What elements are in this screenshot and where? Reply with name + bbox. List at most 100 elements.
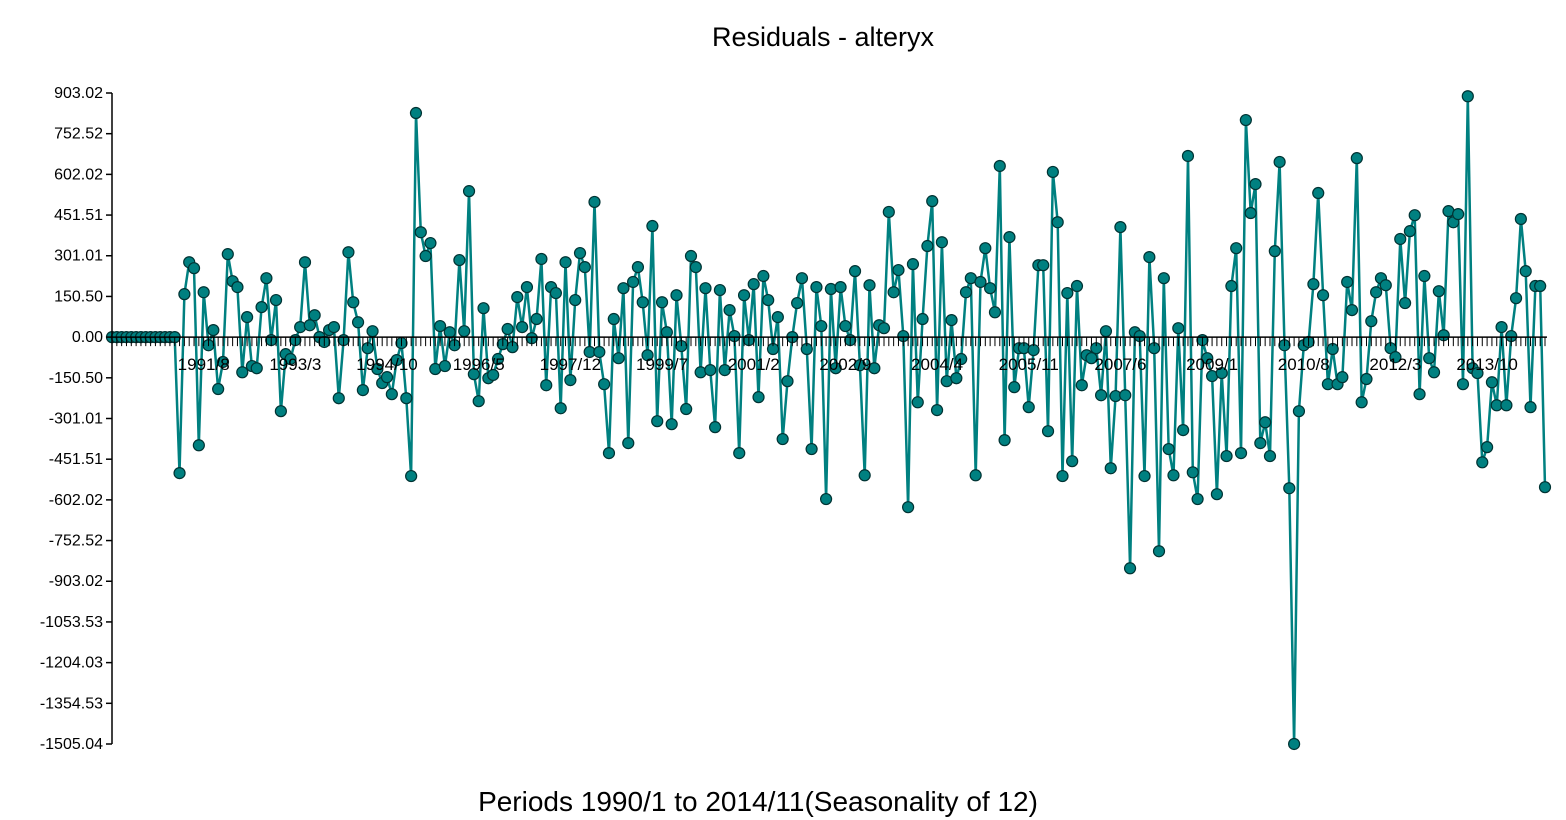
data-point — [646, 219, 659, 233]
data-point — [327, 321, 341, 334]
data-point — [1201, 352, 1214, 365]
data-point — [631, 261, 645, 274]
data-point — [863, 279, 876, 292]
data-point — [1075, 379, 1088, 392]
data-point — [1254, 436, 1267, 450]
x-tick-label: 2004/4 — [911, 355, 963, 374]
data-point — [815, 319, 828, 333]
data-point — [834, 281, 847, 294]
x-tick-label: 2013/10 — [1456, 355, 1517, 374]
y-tick-label: 602.02 — [54, 166, 103, 183]
data-point — [197, 286, 210, 299]
data-point — [516, 321, 529, 334]
data-point — [617, 282, 630, 295]
data-point — [1288, 737, 1301, 751]
x-tick-label: 2010/8 — [1278, 355, 1330, 374]
data-point — [776, 432, 789, 446]
data-point — [1056, 469, 1069, 483]
y-tick-label: 150.50 — [54, 288, 103, 305]
data-point — [655, 296, 669, 309]
data-point — [848, 265, 862, 278]
data-point — [709, 421, 722, 434]
data-point — [1360, 372, 1373, 386]
data-point — [670, 289, 683, 302]
data-point — [921, 239, 934, 253]
data-point — [1061, 286, 1074, 300]
data-point — [356, 384, 369, 397]
data-point — [945, 313, 958, 327]
data-point — [1500, 399, 1513, 412]
data-point — [1138, 469, 1151, 483]
data-point — [433, 319, 447, 333]
data-point — [501, 322, 514, 336]
data-point — [462, 185, 476, 198]
data-point — [1423, 352, 1436, 365]
data-point — [723, 303, 736, 317]
data-point — [930, 404, 944, 417]
x-tick-label: 1991/8 — [178, 355, 230, 374]
data-point — [535, 252, 548, 266]
data-point — [1341, 275, 1354, 289]
y-tick-label: -903.02 — [49, 573, 103, 590]
data-point — [795, 272, 809, 285]
data-point — [1519, 265, 1532, 278]
data-point — [1273, 155, 1286, 169]
data-point — [1476, 456, 1489, 469]
data-point — [1307, 278, 1320, 291]
data-point — [250, 362, 263, 375]
data-point — [853, 359, 866, 372]
data-point — [438, 359, 452, 373]
data-point — [385, 388, 398, 401]
data-point — [554, 402, 567, 415]
data-point — [969, 469, 982, 482]
data-point — [1398, 296, 1412, 310]
y-tick-label: 301.01 — [54, 248, 103, 265]
data-point — [868, 362, 881, 375]
data-point — [882, 205, 895, 219]
data-point — [636, 296, 649, 309]
data-point — [1350, 152, 1363, 165]
data-point — [1119, 389, 1132, 402]
x-tick-label: 1999/7 — [636, 355, 688, 374]
data-point — [1152, 545, 1166, 558]
data-point — [684, 249, 698, 263]
data-point — [1259, 416, 1272, 429]
data-point — [926, 195, 939, 208]
data-point — [824, 282, 838, 296]
data-point — [810, 281, 823, 294]
data-point — [1495, 321, 1508, 334]
data-point — [419, 249, 432, 263]
data-point — [1418, 269, 1431, 283]
data-point — [1099, 325, 1113, 338]
data-point — [1452, 208, 1465, 221]
chart-title: Residuals - alteryx — [712, 22, 935, 52]
data-point — [959, 286, 973, 299]
data-point — [829, 362, 842, 375]
data-point — [414, 226, 427, 239]
data-point — [294, 321, 307, 334]
data-point — [858, 469, 871, 482]
data-point — [298, 256, 312, 269]
y-tick-label: -150.50 — [49, 370, 103, 387]
data-point — [284, 352, 297, 366]
data-point — [819, 492, 833, 506]
data-point — [477, 302, 490, 315]
data-point — [602, 447, 616, 460]
data-point — [173, 467, 186, 480]
data-point — [1292, 405, 1306, 418]
y-tick-label: -1204.03 — [40, 655, 103, 672]
data-point — [955, 352, 968, 366]
data-point — [622, 436, 635, 450]
data-point — [593, 345, 606, 359]
data-point — [390, 354, 403, 367]
data-point — [612, 352, 625, 365]
data-point — [1370, 286, 1383, 299]
data-point — [1181, 149, 1195, 163]
data-point — [187, 262, 201, 275]
data-point — [1316, 289, 1330, 302]
data-point — [1085, 352, 1098, 365]
x-tick-label: 2002/9 — [819, 355, 871, 374]
data-point — [1167, 469, 1180, 482]
data-point — [1244, 206, 1257, 220]
data-point — [733, 447, 746, 460]
